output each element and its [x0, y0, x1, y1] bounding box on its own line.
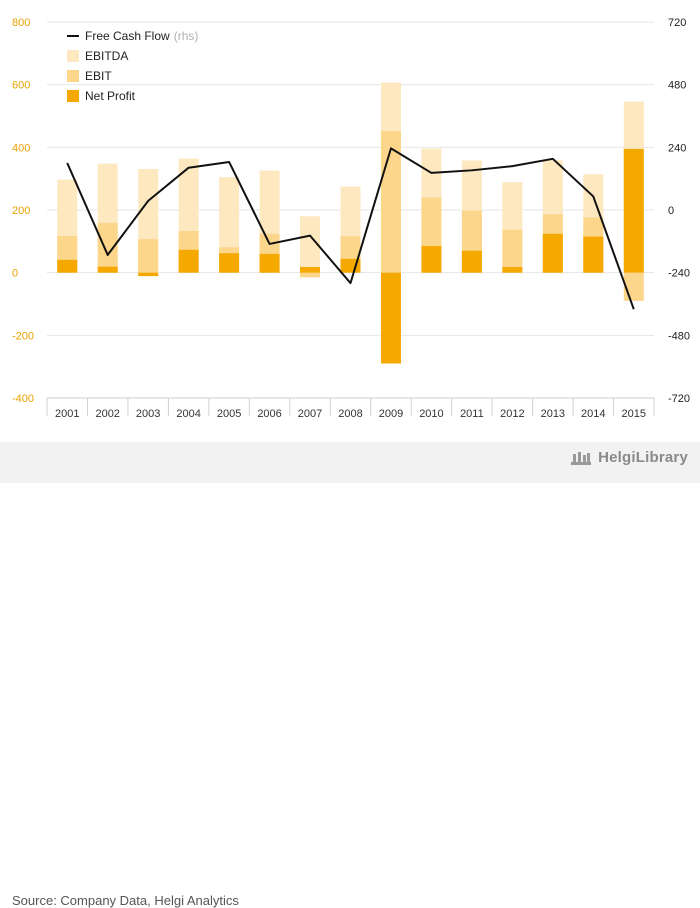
- y-right-tick-label: 480: [668, 80, 686, 92]
- x-tick-label: 2015: [622, 408, 646, 420]
- x-tick-label: 2013: [541, 408, 565, 420]
- bar-net-profit: [138, 273, 158, 276]
- x-tick-label: 2014: [581, 408, 605, 420]
- bar-net-profit: [179, 250, 199, 273]
- y-left-tick-label: 600: [12, 80, 30, 92]
- x-tick-label: 2003: [136, 408, 160, 420]
- legend: Free Cash Flow (rhs) EBITDA EBIT Net Profit: [67, 29, 198, 103]
- bar-ebit: [300, 273, 320, 278]
- x-tick-label: 2004: [176, 408, 200, 420]
- bar-net-profit: [57, 260, 77, 273]
- x-tick-label: 2005: [217, 408, 241, 420]
- bar-net-profit: [583, 237, 603, 273]
- x-tick-label: 2012: [500, 408, 524, 420]
- y-right-tick-label: 0: [668, 205, 674, 217]
- bar-ebit: [138, 239, 158, 273]
- library-icon: [570, 450, 592, 466]
- legend-rhs-note: (rhs): [174, 29, 199, 43]
- legend-box-swatch: [67, 50, 79, 62]
- bars: [57, 82, 644, 363]
- source-text: Source: Company Data, Helgi Analytics: [12, 893, 239, 908]
- bar-net-profit: [502, 267, 522, 273]
- legend-label: Net Profit: [85, 89, 136, 103]
- bar-net-profit: [219, 253, 239, 272]
- legend-box-swatch: [67, 70, 79, 82]
- x-tick-label: 2009: [379, 408, 403, 420]
- y-right-tick-label: 720: [668, 17, 686, 29]
- legend-box-swatch: [67, 90, 79, 102]
- y-right-tick-label: 240: [668, 142, 686, 154]
- legend-label: EBIT: [85, 69, 112, 83]
- bar-net-profit: [381, 273, 401, 364]
- brand-text: HelgiLibrary: [598, 449, 688, 466]
- chart: 800 600 400 200 0 -200 -400 720 480 240 0 -240 -480 -…: [0, 0, 700, 442]
- y-left-tick-label: 0: [12, 268, 18, 280]
- y-left-tick-label: 800: [12, 17, 30, 29]
- x-tick-label: 2006: [257, 408, 281, 420]
- y-left-tick-label: 400: [12, 142, 30, 154]
- x-tick-label: 2010: [419, 408, 443, 420]
- bar-net-profit: [624, 149, 644, 273]
- bar-net-profit: [260, 254, 280, 273]
- legend-label: Free Cash Flow: [85, 29, 170, 43]
- y-right-tick-label: -480: [668, 330, 690, 342]
- bar-net-profit: [462, 251, 482, 273]
- bar-net-profit: [543, 234, 563, 273]
- bar-ebit: [98, 223, 118, 273]
- y-right-tick-label: -720: [668, 393, 690, 405]
- y-right-tick-label: -240: [668, 268, 690, 280]
- x-tick-label: 2002: [95, 408, 119, 420]
- bar-net-profit: [98, 267, 118, 273]
- y-left-tick-label: -200: [12, 330, 34, 342]
- bar-net-profit: [300, 267, 320, 273]
- x-tick-label: 2008: [338, 408, 362, 420]
- x-tick-label: 2007: [298, 408, 322, 420]
- y-left-tick-label: -400: [12, 393, 34, 405]
- bar-ebit: [502, 230, 522, 273]
- x-tick-label: 2001: [55, 408, 79, 420]
- legend-label: EBITDA: [85, 49, 128, 63]
- y-left-tick-label: 200: [12, 205, 30, 217]
- brand-logo: HelgiLibrary: [570, 449, 688, 466]
- bar-net-profit: [421, 246, 441, 273]
- x-tick-label: 2011: [460, 408, 484, 420]
